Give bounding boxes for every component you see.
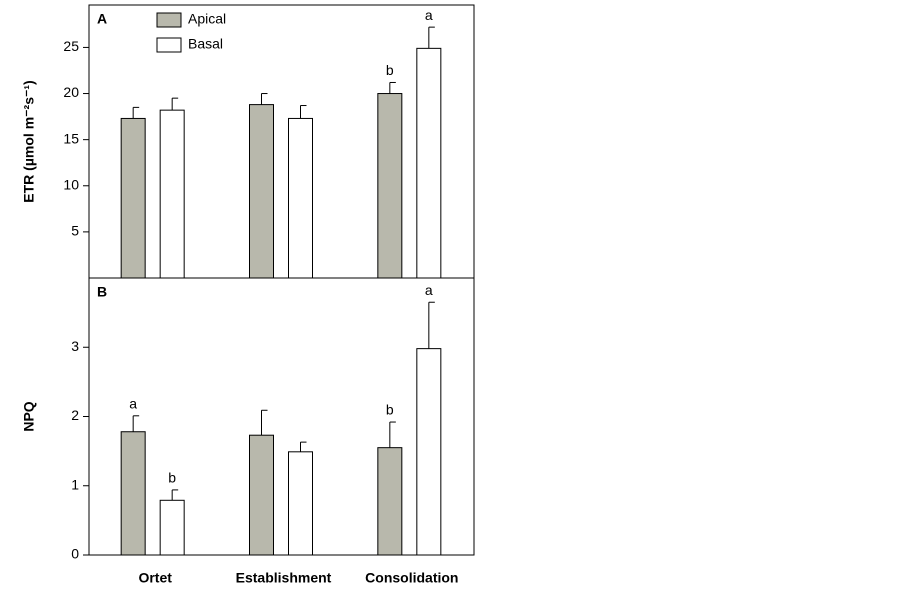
plot-frame bbox=[88, 4, 475, 279]
x-tick-label: Consolidation bbox=[365, 570, 458, 586]
bar bbox=[120, 117, 146, 279]
significance-letter: b bbox=[386, 402, 394, 418]
legend-label: Apical bbox=[188, 11, 226, 27]
x-tick-label: Establishment bbox=[236, 570, 332, 586]
y-tick-label: 2 bbox=[71, 407, 79, 423]
significance-letter: b bbox=[168, 470, 176, 486]
significance-letter: a bbox=[129, 396, 137, 412]
y-tick-label: 10 bbox=[63, 176, 79, 192]
significance-letter: b bbox=[386, 62, 394, 78]
y-axis-label: ETR (µmol m⁻²s⁻¹) bbox=[21, 80, 37, 202]
y-tick-label: 1 bbox=[71, 476, 79, 492]
y-tick-label: 0 bbox=[71, 546, 79, 562]
bar bbox=[377, 447, 403, 556]
bar bbox=[249, 104, 274, 279]
plot-frame bbox=[88, 277, 475, 556]
bar bbox=[288, 451, 313, 556]
significance-letter: a bbox=[425, 7, 433, 23]
panel-label: A bbox=[97, 11, 107, 27]
x-tick-label: Ortet bbox=[138, 570, 172, 586]
bar bbox=[159, 109, 185, 279]
legend-swatch bbox=[156, 37, 182, 53]
y-tick-label: 15 bbox=[63, 130, 79, 146]
panel-label: B bbox=[97, 284, 107, 300]
legend-label: Basal bbox=[188, 36, 223, 52]
bar bbox=[120, 431, 146, 556]
y-tick-label: 5 bbox=[71, 223, 79, 239]
bar bbox=[416, 348, 442, 556]
y-tick-label: 20 bbox=[63, 84, 79, 100]
bar bbox=[377, 93, 403, 279]
bar bbox=[416, 47, 442, 279]
significance-letter: a bbox=[425, 282, 433, 298]
y-tick-label: 3 bbox=[71, 338, 79, 354]
y-axis-label: NPQ bbox=[21, 401, 37, 431]
bar bbox=[288, 117, 313, 279]
bar bbox=[159, 499, 185, 556]
y-tick-label: 25 bbox=[63, 38, 79, 54]
legend-swatch bbox=[156, 12, 182, 28]
bar bbox=[249, 434, 274, 556]
